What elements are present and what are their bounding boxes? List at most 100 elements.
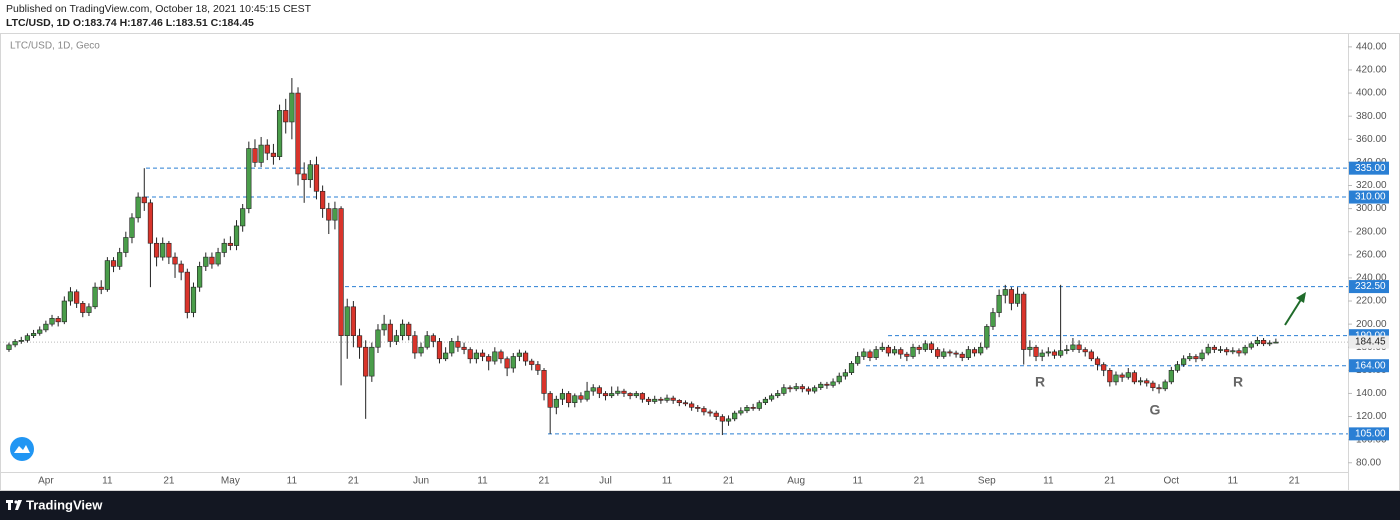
- candle-body: [682, 402, 689, 405]
- candle-body: [467, 349, 473, 360]
- candle-body: [1156, 387, 1162, 390]
- y-tick-label: 260.00: [1356, 249, 1387, 260]
- candle-body: [1014, 293, 1021, 304]
- candle-body: [110, 260, 117, 267]
- candle-body: [996, 294, 1002, 313]
- candle-body: [904, 353, 910, 357]
- candle-body: [221, 242, 227, 253]
- candle-body: [443, 352, 449, 360]
- candle-body: [74, 291, 80, 304]
- candle-body: [455, 341, 461, 348]
- candle-body: [959, 353, 965, 358]
- candle-body: [658, 398, 664, 401]
- candle-body: [209, 256, 215, 265]
- candle-body: [713, 412, 719, 417]
- candle-body: [295, 92, 301, 175]
- candle-body: [842, 372, 848, 377]
- candle-body: [1248, 343, 1254, 348]
- x-tick-label: Aug: [787, 476, 805, 487]
- price-label: 105.00: [1355, 429, 1386, 440]
- price-label-box: [1349, 190, 1389, 204]
- candle-body: [147, 202, 154, 244]
- annotation: R: [1035, 374, 1045, 390]
- candle-body: [707, 411, 713, 414]
- candle-body: [498, 351, 504, 360]
- annotation: G: [1150, 402, 1161, 418]
- candle-body: [55, 318, 61, 323]
- candle-body: [689, 403, 695, 408]
- candle-body: [233, 225, 240, 246]
- candle-body: [566, 393, 572, 403]
- candle-body: [98, 286, 104, 290]
- candle-body: [246, 148, 252, 209]
- candle-body: [916, 346, 922, 350]
- x-tick-label: Apr: [38, 476, 54, 487]
- y-tick-label: 360.00: [1356, 134, 1387, 145]
- candle-body: [762, 398, 769, 403]
- x-tick-label: 11: [852, 476, 863, 487]
- plot: [0, 78, 1348, 436]
- candle-body: [633, 393, 639, 397]
- candle-body: [172, 256, 178, 265]
- candle-body: [320, 190, 326, 209]
- brand-logo: [6, 500, 22, 510]
- candle-body: [750, 407, 756, 409]
- y-tick-label: 440.00: [1356, 42, 1387, 53]
- candle-body: [941, 351, 947, 357]
- candle-body: [356, 335, 363, 348]
- candle-body: [885, 346, 892, 354]
- candle-body: [1242, 346, 1248, 354]
- candle-body: [879, 346, 885, 350]
- y-tick-label: 120.00: [1356, 411, 1387, 422]
- y-tick-label: 380.00: [1356, 111, 1387, 122]
- y-tick-label: 300.00: [1356, 203, 1387, 214]
- x-tick-label: 21: [723, 476, 735, 487]
- candle-body: [1131, 372, 1138, 383]
- legend-label: LTC/USD, 1D, Geco: [10, 41, 100, 52]
- candle-body: [516, 352, 523, 357]
- candle-body: [584, 390, 590, 400]
- candle-body: [301, 173, 307, 181]
- price-label: 232.50: [1355, 281, 1386, 292]
- candle-body: [393, 335, 400, 342]
- candle-body: [947, 351, 953, 354]
- candle-body: [252, 148, 258, 163]
- candle-body: [61, 300, 67, 323]
- candle-body: [873, 349, 879, 358]
- candle-body: [381, 323, 387, 331]
- candle-body: [504, 358, 510, 369]
- candle-body: [406, 323, 412, 336]
- candle-body: [276, 110, 283, 157]
- candle-body: [197, 266, 203, 288]
- candle-body: [363, 346, 369, 377]
- candle-body: [775, 393, 781, 397]
- candle-body: [1088, 351, 1094, 360]
- candle-body: [117, 252, 123, 267]
- brand-name: TradingView: [26, 497, 103, 512]
- candle-body: [953, 352, 959, 355]
- logo-badge: [10, 437, 34, 461]
- candle-body: [910, 346, 916, 357]
- candle-body: [799, 386, 805, 390]
- last-price-box: [1349, 335, 1389, 349]
- candle-body: [541, 370, 547, 394]
- candle-body: [602, 393, 609, 397]
- candle-body: [978, 346, 984, 354]
- candle-body: [24, 335, 31, 341]
- candle-body: [412, 335, 418, 354]
- candle-body: [1058, 350, 1064, 356]
- candle-body: [510, 356, 516, 369]
- candle-body: [664, 397, 670, 401]
- candle-body: [424, 335, 430, 348]
- candle-body: [326, 208, 332, 221]
- candle-body: [375, 329, 381, 348]
- price-label: 310.00: [1355, 192, 1386, 203]
- candle-body: [781, 387, 787, 394]
- candle-body: [190, 286, 197, 313]
- candle-body: [867, 351, 873, 358]
- y-tick-label: 140.00: [1356, 388, 1387, 399]
- x-tick-label: 21: [163, 476, 175, 487]
- candle-body: [141, 196, 147, 204]
